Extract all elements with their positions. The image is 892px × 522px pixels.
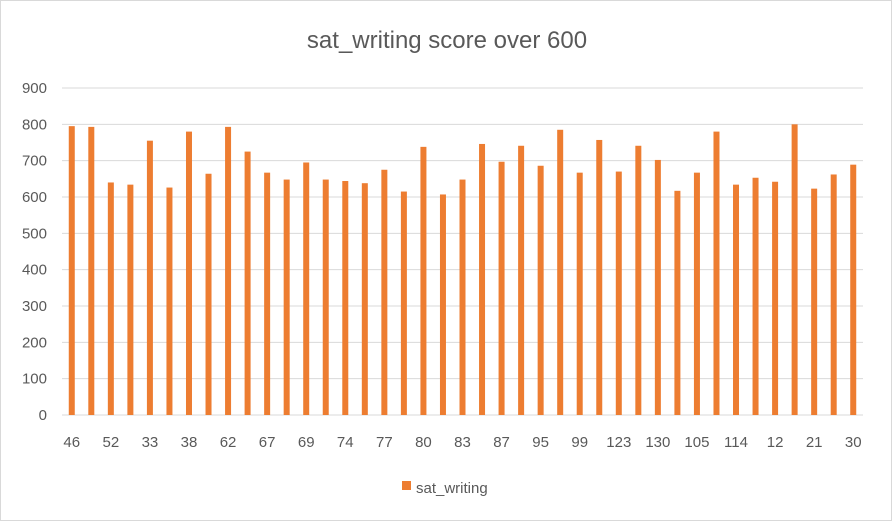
bar (107, 182, 114, 415)
chart-title: sat_writing score over 600 (306, 27, 588, 54)
y-tick-label: 100 (22, 371, 47, 388)
bar (752, 177, 759, 415)
bar (420, 146, 427, 416)
bar (674, 190, 681, 415)
bar (596, 139, 603, 415)
bar (205, 173, 212, 415)
y-tick-label: 500 (22, 225, 47, 242)
bar (498, 161, 505, 415)
legend-label-sat-writing: sat_writing (416, 480, 488, 497)
bar (342, 181, 349, 415)
x-tick-label: 52 (102, 434, 119, 451)
x-tick-label: 77 (376, 434, 393, 451)
bar (439, 194, 446, 415)
bar (361, 183, 368, 415)
bar (850, 164, 857, 415)
bar (576, 172, 583, 415)
legend: sat_writing (402, 480, 488, 497)
x-tick-label: 62 (220, 434, 237, 451)
bar (733, 184, 740, 415)
bar (479, 143, 486, 415)
x-tick-label: 87 (493, 434, 510, 451)
bar (225, 126, 232, 416)
bar (791, 124, 798, 415)
x-tick-label: 95 (532, 434, 549, 451)
bar (303, 162, 310, 415)
y-tick-label: 200 (22, 334, 47, 351)
x-tick-label: 83 (454, 434, 471, 451)
bar (127, 184, 134, 415)
bar (772, 181, 779, 415)
x-tick-label: 114 (724, 434, 748, 451)
bar (146, 140, 153, 415)
x-tick-label: 67 (259, 434, 276, 451)
x-tick-label: 30 (845, 434, 862, 451)
y-tick-label: 800 (22, 116, 47, 133)
bar (635, 145, 642, 415)
x-tick-label: 12 (767, 434, 784, 451)
x-tick-label: 33 (142, 434, 159, 451)
bar (166, 187, 173, 415)
y-axis-tick-labels: 0 100 200 300 400 500 600 700 800 900 (22, 80, 47, 424)
bar (830, 174, 837, 415)
x-tick-label: 69 (298, 434, 315, 451)
bar (244, 151, 251, 416)
bar (537, 165, 544, 415)
bar (615, 171, 622, 415)
bar (68, 126, 75, 416)
x-tick-label: 130 (645, 434, 670, 451)
y-tick-label: 600 (22, 189, 47, 206)
x-tick-label: 38 (181, 434, 198, 451)
bar (557, 129, 564, 416)
x-tick-label: 21 (806, 434, 823, 451)
x-tick-label: 105 (684, 434, 709, 451)
bar (713, 131, 720, 415)
bar (400, 191, 407, 415)
x-tick-label: 123 (606, 434, 631, 451)
bar (381, 169, 388, 415)
x-axis-tick-labels: 46 52 33 38 62 67 69 74 77 80 83 87 95 99 123 130 105 114… (63, 434, 861, 451)
y-tick-label: 900 (22, 80, 47, 97)
bar (654, 159, 661, 415)
y-tick-label: 700 (22, 153, 47, 170)
bar (264, 172, 271, 415)
bar (185, 131, 192, 415)
bar (811, 188, 818, 415)
y-tick-label: 400 (22, 262, 47, 279)
x-tick-label: 80 (415, 434, 432, 451)
bar (518, 145, 525, 415)
bar (283, 179, 290, 415)
bars (68, 124, 857, 416)
bar (322, 179, 329, 415)
y-tick-label: 0 (39, 407, 47, 424)
y-tick-label: 300 (22, 298, 47, 315)
x-tick-label: 46 (63, 434, 80, 451)
bar (459, 179, 466, 415)
bar (88, 126, 95, 416)
x-tick-label: 74 (337, 434, 354, 451)
legend-swatch-sat-writing (402, 481, 411, 490)
x-tick-label: 99 (571, 434, 588, 451)
bar (693, 172, 700, 415)
